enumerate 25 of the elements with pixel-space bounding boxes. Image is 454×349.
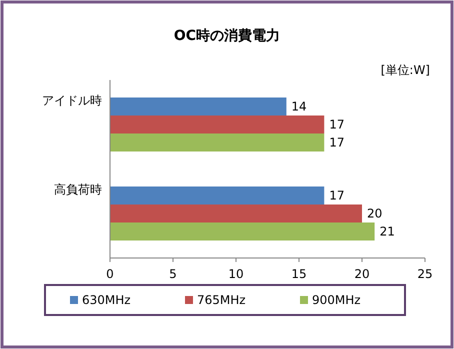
y-tick-label: 高負荷時	[54, 182, 102, 196]
text: [単位:W]	[380, 63, 430, 77]
x-tick-label: 10	[228, 267, 244, 281]
data-label: 20	[367, 206, 382, 220]
x-tick-label: 0	[106, 267, 114, 281]
legend-label: 765MHz	[197, 293, 246, 307]
y-tick-label: アイドル時	[42, 94, 102, 108]
legend-label: 900MHz	[312, 293, 361, 307]
bar	[110, 134, 324, 152]
data-label: 21	[380, 224, 395, 238]
legend-label: 630MHz	[82, 293, 131, 307]
bar	[110, 98, 286, 116]
x-tick-label: 5	[169, 267, 177, 281]
data-label: 17	[329, 136, 344, 150]
bar	[110, 204, 362, 222]
bar	[110, 116, 324, 134]
x-tick-label: 25	[417, 267, 433, 281]
chart-title: OC時の消費電力	[174, 28, 280, 44]
x-tick-label: 15	[291, 267, 307, 281]
bar	[110, 186, 324, 204]
data-label: 17	[329, 118, 344, 132]
data-label: 17	[329, 188, 344, 202]
x-tick-label: 20	[354, 267, 370, 281]
data-label: 14	[291, 100, 307, 114]
bar	[110, 222, 375, 240]
